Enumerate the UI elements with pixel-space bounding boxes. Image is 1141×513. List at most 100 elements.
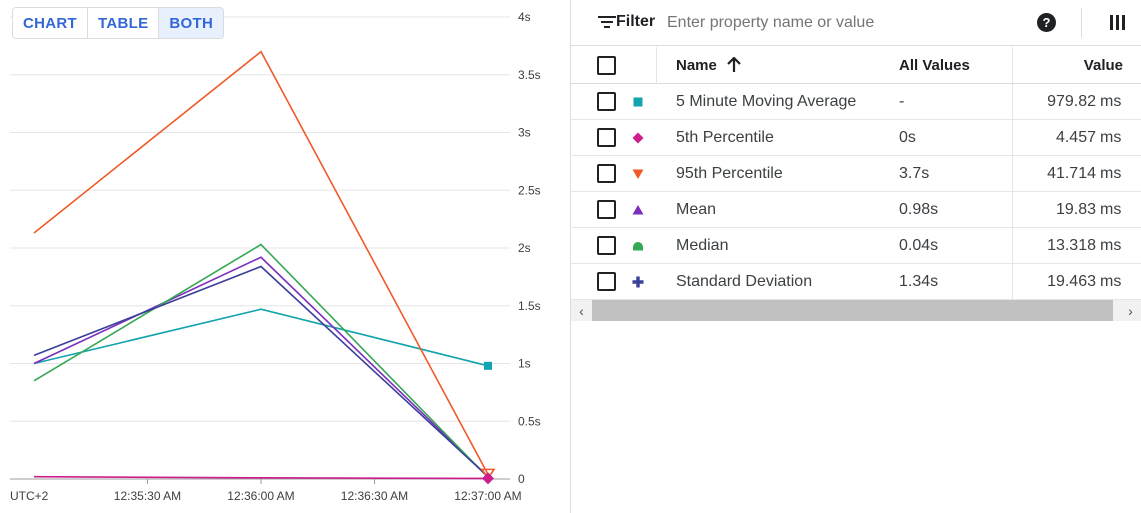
column-divider <box>1012 47 1013 83</box>
filter-input[interactable] <box>667 10 997 36</box>
x-tick-label: 12:35:30 AM <box>114 489 181 503</box>
chart-series <box>33 50 489 480</box>
y-axis-ticks: 0 0.5s 1s 1.5s 2s 2.5s 3s 3.5s 4s <box>518 10 541 486</box>
row-checkbox[interactable] <box>597 200 616 219</box>
y-tick-label: 0.5s <box>518 414 541 428</box>
series-line-5-minute-moving-average[interactable] <box>33 308 489 367</box>
series-line-median[interactable] <box>33 243 489 479</box>
row-value: 13.318 <box>1047 236 1096 254</box>
series-marker-icon <box>633 97 643 107</box>
row-all-values: 0.98s <box>899 200 939 218</box>
row-name: Mean <box>676 200 717 218</box>
row-value: 19.463 <box>1047 272 1096 290</box>
row-value: 4.457 <box>1055 128 1096 146</box>
table-row[interactable]: 5 Minute Moving Average - 979.82 ms <box>571 84 1141 120</box>
row-name: 5 Minute Moving Average <box>676 92 857 110</box>
row-all-values: 1.34s <box>899 272 939 290</box>
column-divider <box>1012 84 1013 119</box>
table-row[interactable]: Mean 0.98s 19.83 ms <box>571 192 1141 228</box>
select-all-checkbox[interactable] <box>597 56 616 75</box>
series-end-marker[interactable] <box>484 361 492 370</box>
row-all-values: - <box>899 92 905 110</box>
toolbar-divider <box>1081 8 1082 38</box>
table-row[interactable]: 5th Percentile 0s 4.457 ms <box>571 120 1141 156</box>
sort-ascending-icon <box>727 57 741 72</box>
row-name: Standard Deviation <box>676 272 813 290</box>
row-checkbox[interactable] <box>597 164 616 183</box>
column-divider <box>1012 264 1013 299</box>
chart-gridlines <box>10 16 510 480</box>
row-value: 19.83 <box>1055 200 1096 218</box>
series-end-marker[interactable] <box>482 472 494 485</box>
horizontal-scrollbar[interactable]: ‹ › <box>571 300 1141 321</box>
row-unit: ms <box>1100 92 1122 110</box>
properties-table: Name All Values Value 5 Minute Moving Av… <box>571 47 1141 300</box>
x-axis-ticks: UTC+2 12:35:30 AM 12:36:00 AM 12:36:30 AM 12… <box>10 479 522 503</box>
y-tick-label: 0 <box>518 472 525 486</box>
row-all-values: 3.7s <box>899 164 930 182</box>
scrollbar-thumb[interactable] <box>592 300 1113 321</box>
series-line-mean[interactable] <box>33 256 489 478</box>
table-view-button[interactable]: TABLE <box>88 8 160 38</box>
scroll-right-arrow[interactable]: › <box>1128 302 1133 319</box>
series-line-5th-percentile[interactable] <box>33 475 489 480</box>
row-checkbox[interactable] <box>597 92 616 111</box>
table-row[interactable]: Median 0.04s 13.318 ms <box>571 228 1141 264</box>
series-line-95th-percentile[interactable] <box>33 50 489 475</box>
filter-bar: Filter ? <box>571 0 1141 46</box>
filter-label[interactable]: Filter <box>616 13 656 30</box>
pane-divider[interactable] <box>570 0 571 513</box>
x-tick-label: 12:37:00 AM <box>454 489 521 503</box>
row-name: 5th Percentile <box>676 128 774 146</box>
column-display-icon[interactable] <box>1110 15 1125 30</box>
both-view-button[interactable]: BOTH <box>159 8 224 38</box>
time-series-chart: 0 0.5s 1s 1.5s 2s 2.5s 3s 3.5s 4s UTC+2 12:35:30 … <box>10 10 541 503</box>
chart-markers <box>480 361 496 485</box>
series-marker-icon <box>632 205 644 215</box>
x-tick-label: 12:36:00 AM <box>227 489 294 503</box>
row-all-values: 0.04s <box>899 236 939 254</box>
y-tick-label: 3s <box>518 126 531 140</box>
all-values-column-header[interactable]: All Values <box>899 56 970 74</box>
table-body: 5 Minute Moving Average -979.82 ms 5th Perc… <box>571 84 1141 300</box>
row-value: 41.714 <box>1047 164 1096 182</box>
table-row[interactable]: Standard Deviation 1.34s 19.463 ms <box>571 264 1141 300</box>
column-divider <box>656 47 657 84</box>
chart-view-button[interactable]: CHART <box>13 8 88 38</box>
column-divider <box>1012 156 1013 191</box>
row-unit: ms <box>1100 128 1122 146</box>
series-end-marker[interactable] <box>480 468 496 480</box>
row-name: 95th Percentile <box>676 164 783 182</box>
help-icon[interactable]: ? <box>1037 13 1056 32</box>
filter-icon[interactable] <box>598 16 616 30</box>
value-column-header[interactable]: Value <box>1083 56 1123 74</box>
row-checkbox[interactable] <box>597 272 616 291</box>
column-divider <box>1012 228 1013 263</box>
row-name: Median <box>676 236 729 254</box>
series-marker-icon <box>632 132 644 144</box>
y-tick-label: 2.5s <box>518 183 541 197</box>
column-divider <box>1012 120 1013 155</box>
chart-pane: 0 0.5s 1s 1.5s 2s 2.5s 3s 3.5s 4s UTC+2 12:35:30 … <box>0 0 570 513</box>
row-checkbox[interactable] <box>597 236 616 255</box>
table-header-row: Name All Values Value <box>571 47 1141 84</box>
name-column-header[interactable]: Name <box>676 47 741 83</box>
timezone-label: UTC+2 <box>10 489 49 503</box>
series-marker-icon <box>632 169 644 179</box>
row-unit: ms <box>1100 236 1122 254</box>
scroll-left-arrow[interactable]: ‹ <box>579 302 584 319</box>
series-line-standard-deviation[interactable] <box>33 265 489 478</box>
row-unit: ms <box>1100 200 1122 218</box>
series-marker-icon <box>633 242 643 251</box>
y-tick-label: 1.5s <box>518 299 541 313</box>
y-tick-label: 3.5s <box>518 68 541 82</box>
y-tick-label: 4s <box>518 10 531 24</box>
view-toggle: CHART TABLE BOTH <box>12 7 225 39</box>
column-divider <box>1012 192 1013 227</box>
x-tick-label: 12:36:30 AM <box>341 489 408 503</box>
row-checkbox[interactable] <box>597 128 616 147</box>
row-unit: ms <box>1100 164 1122 182</box>
row-unit: ms <box>1100 272 1122 290</box>
name-header-label: Name <box>676 56 717 74</box>
table-row[interactable]: 95th Percentile 3.7s 41.714 ms <box>571 156 1141 192</box>
